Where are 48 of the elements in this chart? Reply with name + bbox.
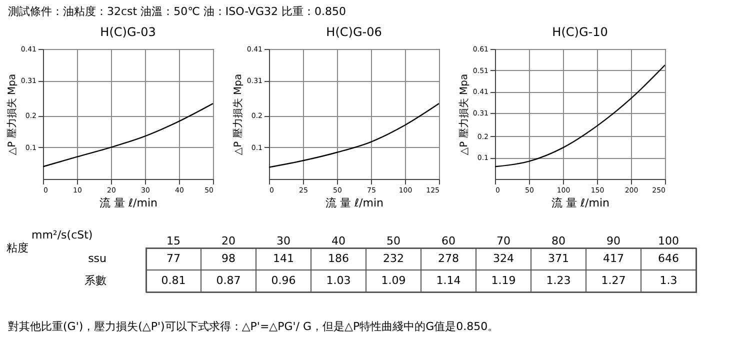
data-label: 0.96: [271, 274, 296, 287]
line-series: [269, 102, 439, 168]
data-label: 646: [658, 252, 679, 265]
data-label: 141: [273, 252, 294, 265]
x-tick-label: 80: [552, 234, 566, 248]
y-tick-label: 系數: [84, 274, 106, 287]
data-label: 77: [166, 252, 180, 265]
data-label: 1.3: [660, 274, 678, 287]
y-axis-title: △P 壓力損失 Mpa: [458, 74, 470, 156]
x-tick-label: 50: [386, 234, 400, 248]
chart-title: H(C)G-10: [552, 25, 608, 39]
data-label: 1.09: [381, 274, 406, 287]
data-label: 371: [548, 252, 569, 265]
data-label: 98: [222, 252, 236, 265]
data-label: 1.27: [601, 274, 626, 287]
x-tick-label: 70: [496, 234, 510, 248]
x-tick-label: 90: [606, 234, 620, 248]
text: 對其他比重(G')，壓力損失(△P')可以下式求得：△P'=△PG'/ G，但是△P特性曲綫中的G值是0.850。: [7, 319, 500, 335]
x-axis-title: 流 量 ℓ/min: [100, 196, 158, 210]
y-tick-label: ssu: [88, 252, 106, 265]
line-series: [43, 102, 213, 168]
data-label: 1.14: [436, 274, 461, 287]
data-label: 417: [603, 252, 624, 265]
y-axis-title: 粘度: [6, 242, 28, 254]
chart-title: H(C)G-03: [100, 25, 156, 39]
data-label: 278: [438, 252, 459, 265]
x-tick-label: 60: [442, 234, 456, 248]
data-label: 324: [493, 252, 514, 265]
x-axis-title: 流 量 ℓ/min: [552, 196, 610, 210]
line-series: [495, 64, 665, 168]
chart-title: H(C)G-06: [326, 25, 382, 39]
x-tick-label: 100: [658, 234, 679, 248]
x-axis-title: mm²/s(cSt): [32, 228, 93, 242]
data-label: 1.23: [546, 274, 571, 287]
x-tick-label: 30: [276, 234, 290, 248]
text: 測試條件：油粘度：32cst 油溫：50℃ 油：ISO-VG32 比重：0.850: [7, 4, 347, 20]
data-label: 232: [383, 252, 404, 265]
x-tick-label: 20: [222, 234, 236, 248]
data-label: 0.87: [216, 274, 241, 287]
x-axis-title: 流 量 ℓ/min: [326, 196, 384, 210]
y-axis-title: △P 壓力損失 Mpa: [232, 74, 244, 156]
x-tick-label: 15: [166, 234, 180, 248]
y-axis-title: △P 壓力損失 Mpa: [6, 74, 18, 156]
data-label: 1.03: [326, 274, 351, 287]
data-label: 0.81: [161, 274, 186, 287]
x-tick-label: 40: [332, 234, 346, 248]
data-label: 1.19: [491, 274, 516, 287]
data-label: 186: [328, 252, 349, 265]
